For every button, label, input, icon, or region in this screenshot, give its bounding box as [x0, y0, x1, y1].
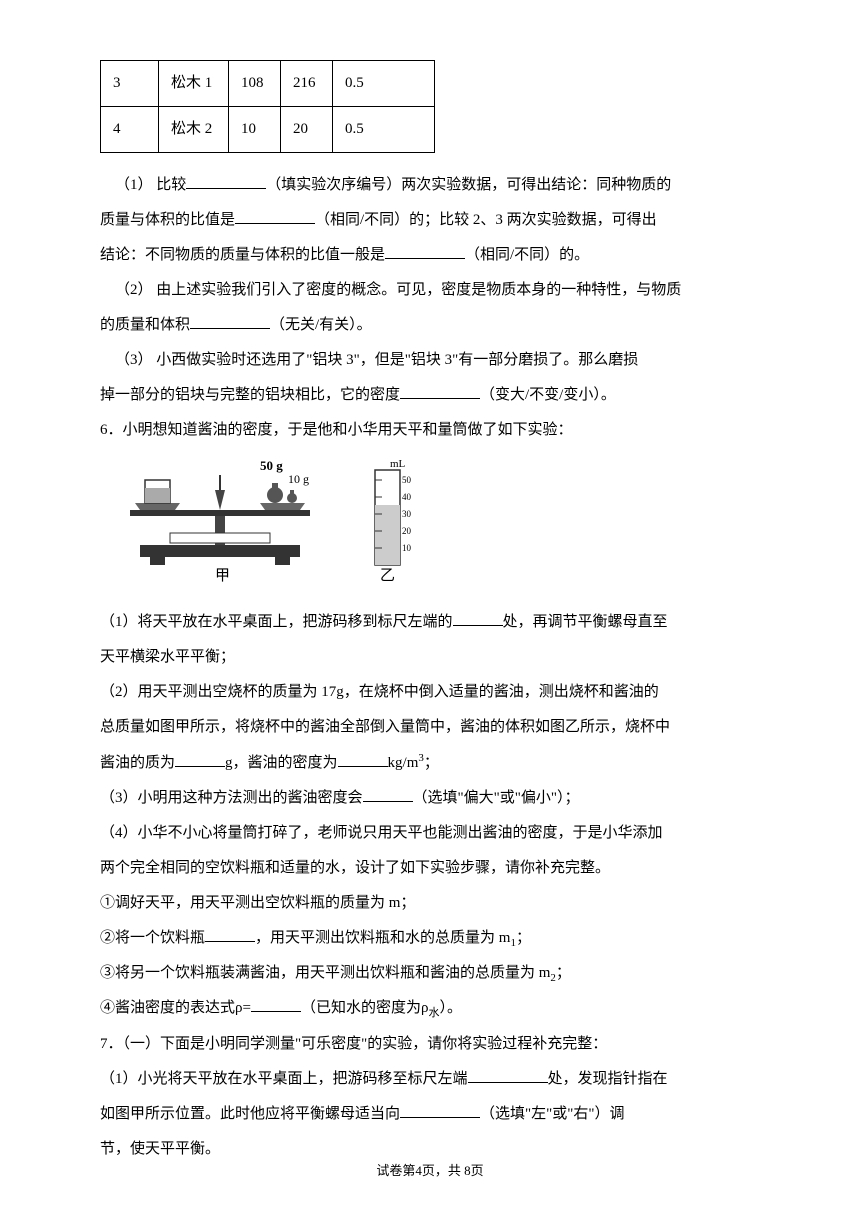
- blank: [205, 927, 255, 942]
- text: ；: [556, 965, 571, 981]
- q6-p8: 两个完全相同的空饮料瓶和适量的水，设计了如下实验步骤，请你补充完整。: [100, 852, 760, 885]
- q7-p2: 如图甲所示位置。此时他应将平衡螺母适当向 （选填"左"或"右"）调: [100, 1098, 760, 1131]
- text: （无关/有关）。: [270, 317, 372, 333]
- text: （3）小明用这种方法测出的酱油密度会: [100, 790, 363, 806]
- tick-20: 20: [402, 526, 412, 536]
- table-row: 3 松木 1 108 216 0.5: [101, 61, 435, 107]
- cell: 4: [101, 107, 159, 153]
- q5-p5: 的质量和体积 （无关/有关）。: [100, 309, 760, 342]
- figure-balance: 50 g 10 g 甲: [120, 455, 320, 598]
- text: 结论：不同物质的质量与体积的比值一般是: [100, 247, 385, 263]
- blank: [400, 1103, 480, 1118]
- text: （相同/不同）的；比较 2、3 两次实验数据，可得出: [315, 212, 657, 228]
- blank: [338, 752, 388, 767]
- text: （1）将天平放在水平桌面上，把游码移到标尺左端的: [100, 614, 453, 630]
- q5-p3: 结论：不同物质的质量与体积的比值一般是 （相同/不同）的。: [100, 239, 760, 272]
- cell: 松木 2: [159, 107, 229, 153]
- text: ）。: [439, 1000, 462, 1016]
- q6-s1: ①调好天平，用天平测出空饮料瓶的质量为 m；: [100, 887, 760, 920]
- caption-yi: 乙: [380, 568, 395, 584]
- q6-p7: （4）小华不小心将量筒打碎了，老师说只用天平也能测出酱油的密度，于是小华添加: [100, 817, 760, 850]
- caption-jia: 甲: [215, 568, 230, 584]
- text: 质量与体积的比值是: [100, 212, 235, 228]
- blank: [453, 611, 503, 626]
- q5-p2: 质量与体积的比值是 （相同/不同）的；比较 2、3 两次实验数据，可得出: [100, 204, 760, 237]
- blank: [186, 174, 266, 189]
- text: （相同/不同）的。: [465, 247, 589, 263]
- page-footer: 试卷第4页，共 8页: [0, 1157, 860, 1186]
- text: 处，发现指针指在: [548, 1071, 668, 1087]
- tick-30: 30: [402, 509, 412, 519]
- figure-row: 50 g 10 g 甲 mL 50 40 30 20 10 乙: [120, 455, 760, 598]
- text: ，用天平测出饮料瓶和水的总质量为 m: [255, 930, 510, 946]
- text: （选填"偏大"或"偏小"）；: [413, 790, 580, 806]
- blank: [400, 384, 480, 399]
- text: （填实验次序编号）两次实验数据，可得出结论：同种物质的: [266, 177, 671, 193]
- text: ；: [424, 755, 439, 771]
- cell: 20: [281, 107, 333, 153]
- cell: 3: [101, 61, 159, 107]
- text: 处，再调节平衡螺母直至: [503, 614, 668, 630]
- text: kg/m: [388, 755, 419, 771]
- q6-p4: 总质量如图甲所示，将烧杯中的酱油全部倒入量筒中，酱油的体积如图乙所示，烧杯中: [100, 711, 760, 744]
- text: ②将一个饮料瓶: [100, 930, 205, 946]
- label-10g: 10 g: [288, 472, 309, 486]
- blank: [235, 209, 315, 224]
- q6-p5: 酱油的质为g，酱油的密度为kg/m3；: [100, 746, 760, 780]
- label-ml: mL: [390, 458, 406, 470]
- blank: [363, 787, 413, 802]
- q6-s4: ④酱油密度的表达式ρ= （已知水的密度为ρ水）。: [100, 992, 760, 1025]
- blank: [385, 244, 465, 259]
- q6-s3: ③将另一个饮料瓶装满酱油，用天平测出饮料瓶和酱油的总质量为 m2；: [100, 957, 760, 990]
- q6-p3: （2）用天平测出空烧杯的质量为 17g，在烧杯中倒入适量的酱油，测出烧杯和酱油的: [100, 676, 760, 709]
- blank: [190, 314, 270, 329]
- q6-s2: ②将一个饮料瓶，用天平测出饮料瓶和水的总质量为 m1；: [100, 922, 760, 955]
- cell: 0.5: [333, 107, 435, 153]
- balance-scale-icon: 50 g 10 g 甲: [120, 455, 320, 585]
- text: 的质量和体积: [100, 317, 190, 333]
- text: 掉一部分的铝块与完整的铝块相比，它的密度: [100, 387, 400, 403]
- table-row: 4 松木 2 10 20 0.5: [101, 107, 435, 153]
- q5-p4: （2） 由上述实验我们引入了密度的概念。可见，密度是物质本身的一种特性，与物质: [100, 274, 760, 307]
- q5-p1: （1） 比较 （填实验次序编号）两次实验数据，可得出结论：同种物质的: [100, 169, 760, 202]
- text: （选填"左"或"右"）调: [480, 1106, 625, 1122]
- q5-p7: 掉一部分的铝块与完整的铝块相比，它的密度 （变大/不变/变小）。: [100, 379, 760, 412]
- text: （1） 比较: [115, 177, 186, 193]
- tick-40: 40: [402, 492, 412, 502]
- q7-p1: （1）小光将天平放在水平桌面上，把游码移至标尺左端 处，发现指针指在: [100, 1063, 760, 1096]
- text: 如图甲所示位置。此时他应将平衡螺母适当向: [100, 1106, 400, 1122]
- sub: 水: [428, 1007, 439, 1019]
- tick-10: 10: [402, 543, 412, 553]
- text: 酱油的质为: [100, 755, 175, 771]
- cell: 0.5: [333, 61, 435, 107]
- q6-p2: 天平横梁水平平衡；: [100, 641, 760, 674]
- blank: [175, 752, 225, 767]
- figure-cylinder: mL 50 40 30 20 10 乙: [360, 455, 420, 598]
- blank: [468, 1068, 548, 1083]
- q6-intro: 6．小明想知道酱油的密度，于是他和小华用天平和量筒做了如下实验：: [100, 414, 760, 447]
- text: （已知水的密度为ρ: [301, 1000, 429, 1016]
- q7-intro: 7．（一）下面是小明同学测量"可乐密度"的实验，请你将实验过程补充完整：: [100, 1028, 760, 1061]
- text: ③将另一个饮料瓶装满酱油，用天平测出饮料瓶和酱油的总质量为 m: [100, 965, 550, 981]
- text: ④酱油密度的表达式ρ=: [100, 1000, 251, 1016]
- text: ；: [516, 930, 531, 946]
- blank: [251, 997, 301, 1012]
- text: （1）小光将天平放在水平桌面上，把游码移至标尺左端: [100, 1071, 468, 1087]
- cell: 108: [229, 61, 281, 107]
- cell: 松木 1: [159, 61, 229, 107]
- q6-p6: （3）小明用这种方法测出的酱油密度会 （选填"偏大"或"偏小"）；: [100, 782, 760, 815]
- text: g，酱油的密度为: [225, 755, 338, 771]
- q5-p6: （3） 小西做实验时还选用了"铝块 3"，但是"铝块 3"有一部分磨损了。那么磨…: [100, 344, 760, 377]
- graduated-cylinder-icon: mL 50 40 30 20 10 乙: [360, 455, 420, 585]
- cell: 10: [229, 107, 281, 153]
- q6-p1: （1）将天平放在水平桌面上，把游码移到标尺左端的 处，再调节平衡螺母直至: [100, 606, 760, 639]
- data-table: 3 松木 1 108 216 0.5 4 松木 2 10 20 0.5: [100, 60, 435, 153]
- cell: 216: [281, 61, 333, 107]
- tick-50: 50: [402, 475, 412, 485]
- label-50g: 50 g: [260, 458, 283, 473]
- text: （变大/不变/变小）。: [480, 387, 616, 403]
